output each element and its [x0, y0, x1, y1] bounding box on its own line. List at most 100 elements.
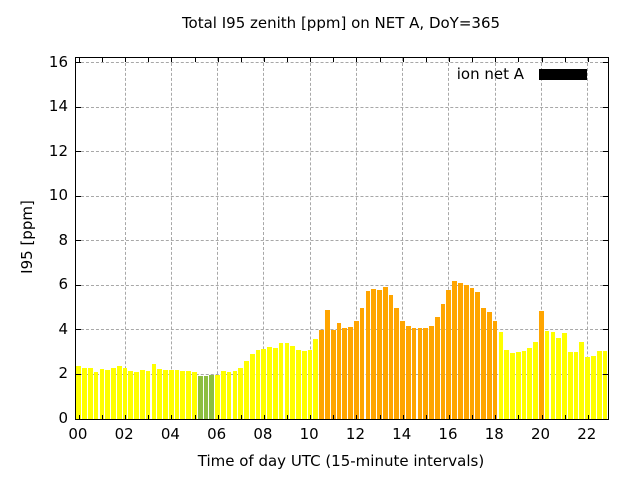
bar	[111, 367, 116, 419]
bar	[527, 347, 533, 419]
y-tick	[76, 106, 81, 108]
x-tick	[356, 58, 358, 62]
v-gridline	[494, 58, 496, 419]
h-gridline	[76, 284, 608, 286]
bar	[151, 364, 157, 419]
y-tick	[76, 240, 81, 242]
bar	[87, 367, 93, 419]
bar	[226, 372, 232, 419]
x-tick-label: 00	[68, 425, 88, 443]
bar	[406, 325, 411, 419]
bar	[556, 337, 562, 419]
bar	[215, 374, 220, 419]
x-tick	[564, 415, 566, 419]
x-tick	[448, 58, 450, 62]
bar	[168, 370, 174, 419]
bar	[452, 281, 457, 419]
bar	[301, 351, 307, 419]
y-tick	[603, 284, 608, 286]
x-tick	[564, 58, 566, 62]
x-tick	[425, 415, 427, 419]
bar	[510, 353, 515, 419]
bar	[203, 375, 209, 419]
x-tick	[402, 415, 404, 419]
bar	[192, 372, 197, 419]
h-gridline	[76, 106, 608, 108]
bar	[400, 321, 405, 419]
x-tick-label: 18	[484, 425, 504, 443]
x-tick	[425, 58, 427, 62]
bar	[591, 355, 596, 419]
x-tick-label: 10	[299, 425, 319, 443]
x-tick	[310, 58, 312, 62]
bar	[544, 331, 550, 419]
bar	[585, 356, 590, 419]
bar	[82, 367, 87, 419]
x-tick-label: 16	[438, 425, 458, 443]
x-tick	[194, 58, 196, 62]
x-tick	[217, 415, 219, 419]
v-gridline	[402, 58, 404, 419]
x-tick	[587, 415, 589, 419]
x-tick-label: 14	[392, 425, 412, 443]
x-tick	[287, 58, 289, 62]
h-gridline	[76, 374, 608, 375]
legend: ion net A	[457, 65, 587, 83]
x-tick	[356, 415, 358, 419]
x-tick	[125, 58, 127, 62]
bar	[342, 327, 348, 419]
bar	[197, 375, 203, 419]
bar	[539, 311, 544, 419]
y-tick	[76, 329, 81, 331]
bar	[382, 286, 388, 419]
bar	[498, 332, 504, 419]
h-gridline	[76, 151, 608, 153]
bar	[313, 338, 319, 419]
x-tick	[518, 58, 520, 62]
x-tick-label: 20	[530, 425, 551, 443]
y-tick	[603, 240, 608, 242]
legend-swatch-icon	[539, 68, 587, 80]
x-tick	[518, 415, 520, 419]
x-tick	[379, 415, 381, 419]
bar	[417, 327, 423, 419]
bar	[515, 352, 521, 419]
x-tick-label: 22	[577, 425, 597, 443]
x-tick	[587, 58, 589, 62]
bar	[371, 288, 376, 419]
bar	[429, 325, 434, 419]
v-gridline	[587, 58, 589, 419]
bar	[244, 361, 249, 419]
x-tick	[78, 415, 80, 419]
y-tick	[603, 106, 608, 108]
x-tick	[472, 415, 474, 419]
bar	[336, 323, 342, 419]
x-tick	[541, 58, 543, 62]
bar	[140, 370, 145, 419]
y-tick-label: 0	[58, 409, 68, 427]
bar	[388, 295, 394, 419]
h-gridline	[76, 329, 608, 331]
y-tick-label: 4	[58, 319, 68, 338]
bar	[365, 291, 371, 419]
bar	[377, 289, 382, 419]
x-tick-label: 02	[114, 425, 134, 443]
bar	[209, 374, 215, 419]
bar	[307, 350, 313, 419]
x-tick	[495, 415, 497, 419]
x-tick	[171, 415, 173, 419]
bar	[290, 345, 296, 419]
bar	[296, 350, 301, 419]
v-gridline	[541, 58, 542, 419]
v-gridline	[448, 58, 450, 419]
x-tick	[102, 415, 104, 419]
y-tick-label: 6	[58, 275, 68, 294]
bar	[128, 371, 134, 419]
chart-title: Total I95 zenith [ppm] on NET A, DoY=365	[181, 14, 501, 32]
h-gridline	[76, 62, 608, 64]
y-tick	[603, 151, 608, 153]
x-tick	[148, 58, 150, 62]
bar	[521, 351, 527, 419]
y-tick-label: 2	[58, 364, 68, 383]
